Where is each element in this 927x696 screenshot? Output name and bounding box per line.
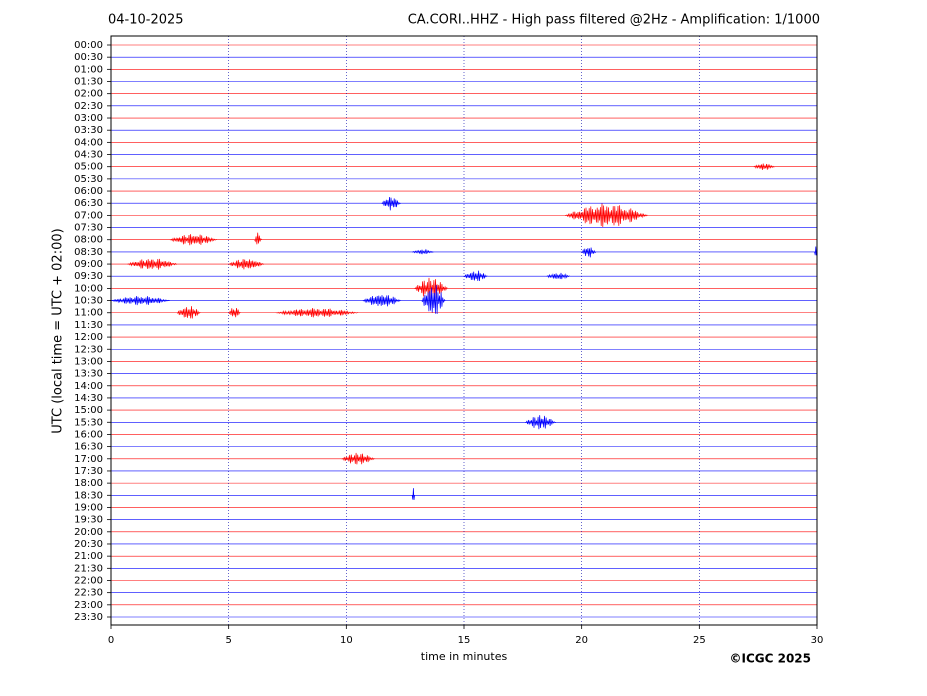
y-tick-label: 05:00 (74, 162, 103, 173)
x-axis-label: time in minutes (421, 650, 508, 663)
y-tick-label: 02:30 (74, 101, 103, 112)
x-tick-label: 10 (340, 635, 353, 646)
y-tick-label: 09:30 (74, 271, 103, 282)
y-tick-label: 23:30 (74, 612, 103, 623)
plot-frame (110, 35, 818, 626)
y-axis-label: UTC (local time = UTC + 02:00) (51, 228, 66, 433)
y-tick-label: 20:00 (74, 527, 103, 538)
y-tick-label: 18:30 (74, 490, 103, 501)
y-tick-label: 08:30 (74, 247, 103, 258)
y-tick-label: 17:00 (74, 454, 103, 465)
seismic-burst (228, 307, 241, 318)
seismic-burst (362, 295, 401, 307)
y-tick-label: 01:30 (74, 77, 103, 88)
y-tick-label: 10:00 (74, 283, 103, 294)
x-tick-label: 15 (458, 635, 471, 646)
y-tick-label: 03:00 (74, 113, 103, 124)
seismic-burst (421, 284, 446, 315)
y-tick-label: 14:30 (74, 393, 103, 404)
y-tick-label: 16:30 (74, 442, 103, 453)
seismic-burst (411, 488, 415, 501)
chart-title: CA.CORI..HHZ - High pass filtered @2Hz -… (408, 13, 820, 28)
y-tick-label: 01:00 (74, 64, 103, 75)
credit: ©ICGC 2025 (729, 652, 811, 666)
seismic-burst (169, 234, 217, 246)
seismic-burst (414, 277, 448, 299)
y-tick-label: 13:00 (74, 356, 103, 367)
y-tick-label: 03:30 (74, 125, 103, 136)
y-tick-label: 11:00 (74, 308, 103, 319)
y-tick-label: 23:00 (74, 600, 103, 611)
y-tick-label: 06:30 (74, 198, 103, 209)
x-tick-label: 0 (108, 635, 114, 646)
x-tick-label: 25 (693, 635, 706, 646)
seismic-burst (412, 248, 434, 255)
y-tick-label: 20:30 (74, 539, 103, 550)
y-tick-label: 21:00 (74, 551, 103, 562)
y-tick-label: 09:00 (74, 259, 103, 270)
seismic-burst (381, 196, 401, 211)
seismic-burst (753, 163, 775, 171)
y-tick-label: 00:00 (74, 40, 103, 51)
y-tick-label: 13:30 (74, 369, 103, 380)
y-tick-label: 05:30 (74, 174, 103, 185)
y-tick-label: 11:30 (74, 320, 103, 331)
seismic-burst (546, 272, 570, 280)
y-tick-label: 21:30 (74, 563, 103, 574)
y-tick-label: 19:00 (74, 502, 103, 513)
seismic-burst (176, 306, 201, 319)
seismic-burst (581, 247, 597, 258)
seismic-burst (525, 415, 556, 430)
y-tick-label: 14:00 (74, 381, 103, 392)
y-tick-label: 00:30 (74, 52, 103, 63)
y-tick-label: 16:00 (74, 429, 103, 440)
x-tick-label: 20 (575, 635, 588, 646)
y-tick-label: 07:30 (74, 223, 103, 234)
y-tick-label: 04:30 (74, 150, 103, 161)
seismic-burst (275, 307, 359, 318)
y-tick-label: 04:00 (74, 137, 103, 148)
y-tick-label: 22:00 (74, 575, 103, 586)
y-tick-label: 17:30 (74, 466, 103, 477)
y-tick-label: 19:30 (74, 515, 103, 526)
y-tick-label: 02:00 (74, 89, 103, 100)
seismic-burst (463, 270, 488, 282)
y-tick-label: 07:00 (74, 210, 103, 221)
seismic-burst (228, 259, 265, 270)
y-tick-label: 12:30 (74, 344, 103, 355)
x-tick-label: 5 (225, 635, 231, 646)
y-tick-label: 06:00 (74, 186, 103, 197)
seismic-burst (341, 452, 375, 465)
x-tick-label: 30 (811, 635, 824, 646)
y-tick-label: 15:00 (74, 405, 103, 416)
seismic-burst (565, 203, 648, 228)
seismic-burst (254, 232, 262, 245)
y-tick-label: 22:30 (74, 588, 103, 599)
y-tick-label: 18:00 (74, 478, 103, 489)
seismic-burst (127, 258, 178, 270)
y-tick-label: 10:30 (74, 296, 103, 307)
y-tick-label: 12:00 (74, 332, 103, 343)
seismic-burst (110, 295, 170, 306)
date-title: 04-10-2025 (108, 13, 184, 28)
y-tick-label: 08:00 (74, 235, 103, 246)
y-tick-label: 15:30 (74, 417, 103, 428)
